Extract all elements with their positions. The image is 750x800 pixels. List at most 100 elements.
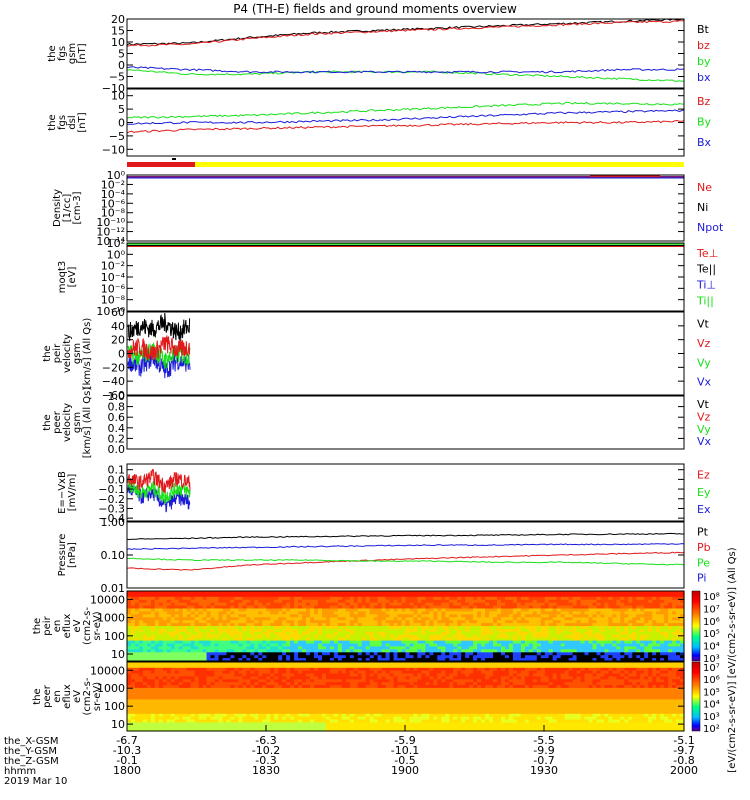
spectrogram-cell [648,626,653,630]
spectrogram-cell [357,602,363,607]
spectrogram-cell [306,637,311,642]
spectrogram-cell [214,631,220,636]
spectrogram-cell [385,605,391,610]
spectrogram-cell [449,605,454,610]
spectrogram-cell [294,631,299,636]
spectrogram-cell [302,687,307,692]
spectrogram-cell [405,631,411,636]
spectrogram-cell [381,593,387,598]
spectrogram-cell [648,634,653,639]
spectrogram-cell [214,626,220,630]
spectrogram-cell [278,605,283,610]
spectrogram-cell [656,593,661,598]
spectrogram-cell [457,593,462,598]
spectrogram-cell [548,611,554,615]
spectrogram-cell [652,623,657,627]
spectrogram-cell [150,599,156,604]
y-tick-label: 10 [111,36,125,49]
spectrogram-cell [198,646,204,650]
spectrogram-cell [652,593,657,598]
spectrogram-cell [310,634,315,639]
spectrogram-cell [437,591,442,595]
spectrogram-cell [294,725,299,729]
spectrogram-cell [142,623,148,627]
spectrogram-cell [210,685,216,689]
spectrogram-cell [373,617,379,621]
spectrogram-cell [206,599,212,604]
spectrogram-cell [620,617,625,621]
spectrogram-cell [329,626,335,630]
spectrogram-cell [604,608,609,612]
spectrogram-cell [505,602,510,607]
spectrogram-cell [413,611,419,615]
spectrogram-cell [174,705,180,709]
spectrogram-cell [182,637,188,642]
spectrogram-cell [473,640,478,645]
spectrogram-cell [198,596,204,601]
spectrogram-cell [592,631,598,636]
spectrogram-cell [357,593,363,598]
spectrogram-cell [186,620,192,624]
spectrogram-cell [127,696,132,700]
spectrogram-cell [465,602,470,607]
spectrogram-cell [294,679,299,683]
spectrogram-cell [226,696,232,700]
spectrogram-cell [568,652,574,656]
spectrogram-cell [401,611,407,615]
spectrogram-cell [182,728,188,732]
spectrogram-cell [620,611,625,615]
spectrogram-cell [178,713,184,718]
spectrogram-cell [138,708,144,712]
spectrogram-cell [425,643,430,647]
spectrogram-cell [135,702,140,706]
spectrogram-cell [310,591,315,595]
spectrogram-cell [250,670,255,675]
spectrogram-cell [226,614,232,618]
spectrogram-cell [162,655,168,659]
spectrogram-cell [421,646,426,650]
spectrogram-cell [270,713,275,718]
spectrogram-cell [612,646,617,650]
spectrogram-cell [138,702,144,706]
spectrogram-cell [262,605,267,610]
spectrogram-cell [302,685,307,689]
spectrogram-cell [600,596,606,601]
spectrogram-cell [680,626,685,630]
spectrogram-cell [218,637,224,642]
spectrogram-cell [497,593,502,598]
spectrogram-cell [640,646,645,650]
spectrogram-cell [190,591,196,595]
spectrogram-cell [238,614,243,618]
spectrogram-cell [592,593,598,598]
spectrogram-cell [174,693,180,698]
spectrogram-cell [508,626,514,630]
spectrogram-cell [584,634,590,639]
spectrogram-cell [389,611,395,615]
spectrogram-cell [461,634,466,639]
spectrogram-cell [568,640,574,645]
spectrogram-cell [461,599,466,604]
spectrogram-cell [648,614,653,618]
spectrogram-cell [190,682,196,686]
spectrogram-cell [202,637,208,642]
spectrogram-cell [652,596,657,601]
spectrogram-cell [222,705,228,709]
spectrogram-cell [222,725,228,729]
spectrogram-cell [465,626,470,630]
spectrogram-cell [190,693,196,698]
spectrogram-cell [345,664,351,669]
spectrogram-cell [441,617,446,621]
spectrogram-cell [226,593,232,598]
spectrogram-cell [170,690,176,695]
spectrogram-cell [294,719,299,723]
spectrogram-cell [481,605,486,610]
spectrogram-cell [322,640,327,645]
spectrogram-cell [588,596,594,601]
spectrogram-cell [632,591,637,595]
spectrogram-cell [242,643,247,647]
spectrogram-cell [282,646,287,650]
spectrogram-cell [417,608,422,612]
spectrogram-cell [190,646,196,650]
spectrogram-cell [409,593,415,598]
spectrogram-cell [369,626,375,630]
